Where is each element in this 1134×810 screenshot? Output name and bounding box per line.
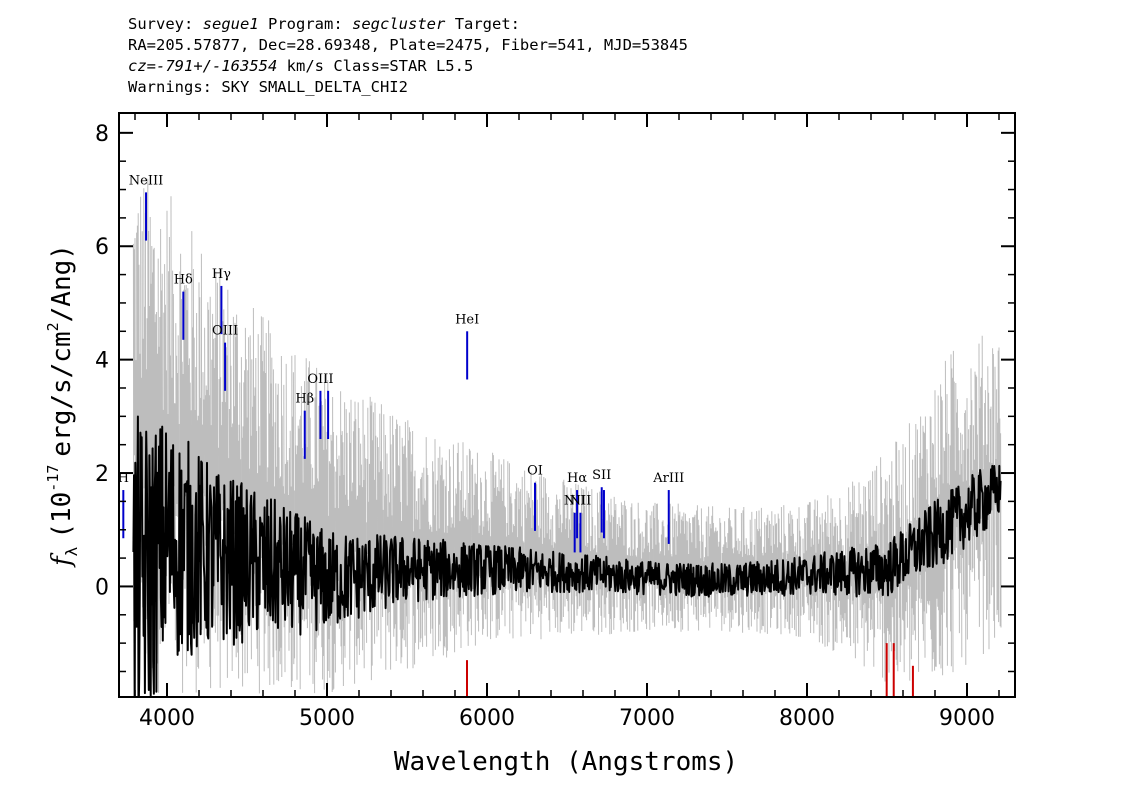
y-tick-label: 4 xyxy=(95,349,109,374)
cz-label: cz= xyxy=(128,57,156,75)
survey-value: segue1 xyxy=(202,15,259,33)
y-axis-unit-mid: erg/s/cm xyxy=(47,331,77,456)
y-axis-exp: -17 xyxy=(44,465,62,492)
emission-line-label: NII xyxy=(564,494,586,509)
emission-line-label: ArIII xyxy=(652,471,684,486)
y-tick-label: 6 xyxy=(95,235,109,260)
emission-line-label: Hβ xyxy=(295,392,314,407)
x-tick-label: 4000 xyxy=(139,706,195,731)
emission-line-label: OIII xyxy=(307,372,333,387)
y-axis-unit-end: /Ang) xyxy=(47,244,77,322)
error-envelope xyxy=(132,178,1002,694)
class-info: km/s Class=STAR L5.5 xyxy=(286,57,474,75)
header-line-3: cz=-791+/-163554 km/s Class=STAR L5.5 xyxy=(128,56,688,77)
x-tick-label: 6000 xyxy=(459,706,515,731)
emission-line-label: OIII xyxy=(212,324,238,339)
x-axis-title: Wavelength (Angstroms) xyxy=(394,747,738,777)
x-tick-label: 7000 xyxy=(619,706,675,731)
emission-line-label: Hα xyxy=(567,471,587,486)
y-axis-unit-open: (10 xyxy=(47,492,77,539)
emission-line-label: H xyxy=(118,471,129,486)
header-line-1: Survey: segue1 Program: segcluster Targe… xyxy=(128,14,688,35)
y-tick-label: 2 xyxy=(95,462,109,487)
emission-line-label: SII xyxy=(592,468,611,483)
emission-line-label: HeI xyxy=(455,312,479,327)
y-tick-label: 8 xyxy=(95,122,109,147)
y-tick-label: 0 xyxy=(95,575,109,600)
cz-value: -791+/-163554 xyxy=(156,57,278,75)
plot-frame xyxy=(118,112,1016,698)
axes: 4000 5000 6000 7000 8000 9000 0 2 4 6 8 xyxy=(95,112,1016,731)
x-tick-label: 8000 xyxy=(779,706,835,731)
program-value: segcluster xyxy=(352,15,446,33)
emission-line-label: NII xyxy=(570,494,592,509)
program-label: Program: xyxy=(268,15,343,33)
header-line-2: RA=205.57877, Dec=28.69348, Plate=2475, … xyxy=(128,36,688,54)
y-axis-exp2: 2 xyxy=(44,322,62,331)
spectrum-header: Survey: segue1 Program: segcluster Targe… xyxy=(128,14,688,98)
header-warnings: Warnings: SKY SMALL_DELTA_CHI2 xyxy=(128,78,408,96)
emission-line-label: OI xyxy=(527,464,543,479)
x-tick-label: 5000 xyxy=(299,706,355,731)
target-label: Target: xyxy=(454,15,521,33)
y-axis-lambda: λ xyxy=(62,546,81,556)
emission-line-label: Hδ xyxy=(174,273,193,288)
plot-clip-group xyxy=(132,178,1002,697)
y-axis-title: fλ(10-17erg/s/cm2/Ang) xyxy=(44,244,81,568)
emission-line-label: NeIII xyxy=(129,173,163,188)
flux-line xyxy=(132,415,1002,697)
survey-label: Survey: xyxy=(128,15,194,33)
emission-line-label: Hγ xyxy=(212,267,231,282)
x-tick-label: 9000 xyxy=(939,706,995,731)
